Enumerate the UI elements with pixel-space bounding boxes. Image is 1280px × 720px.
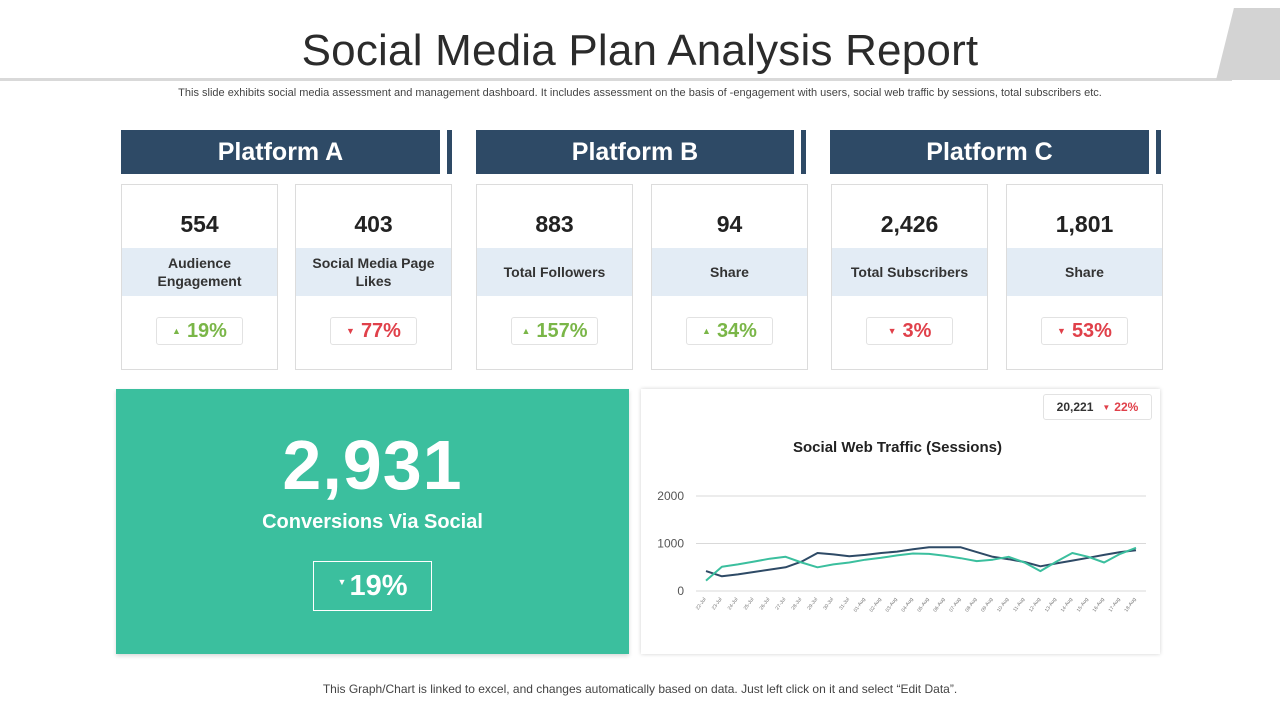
arrow-up-icon: ▲ (702, 326, 711, 336)
platform-a-header-tick (447, 130, 452, 174)
traffic-change-value: 22% (1114, 400, 1139, 414)
x-tick-label: 04-Aug (901, 597, 915, 614)
arrow-down-icon: ▼ (887, 326, 897, 336)
platform-c-header: Platform C (830, 130, 1149, 174)
x-tick-label: 26-Jul (759, 597, 772, 612)
metric-change-value: 19% (186, 319, 227, 342)
title-rule (0, 78, 1232, 81)
footnote: This Graph/Chart is linked to excel, and… (322, 682, 958, 696)
metric-label: Audience Engagement (122, 248, 277, 296)
metric-label: Share (1007, 248, 1162, 296)
conversions-value: 2,931 (282, 426, 463, 504)
x-tick-label: 13-Aug (1044, 597, 1058, 614)
metric-card-total-followers: 883 Total Followers ▲ 157% (476, 184, 633, 370)
x-tick-label: 07-Aug (948, 597, 962, 614)
page-title: Social Media Plan Analysis Report (301, 26, 979, 75)
x-tick-label: 23-Jul (711, 597, 724, 612)
x-tick-label: 18-Aug (1123, 597, 1137, 614)
conversions-panel: 2,931 Conversions Via Social ▼ 19% (116, 389, 629, 654)
series-line-1 (705, 546, 1137, 578)
x-tick-label: 11-Aug (1012, 597, 1026, 614)
x-tick-label: 08-Aug (964, 597, 978, 614)
page-subtitle: This slide exhibits social media assessm… (178, 87, 1102, 99)
x-tick-label: 22-Jul (695, 597, 708, 612)
x-tick-label: 05-Aug (916, 597, 930, 614)
metric-change-badge: ▼ 53% (1041, 317, 1128, 345)
traffic-total-value: 20,221 (1056, 400, 1094, 414)
metric-value: 403 (354, 211, 393, 237)
x-tick-label: 02-Aug (869, 597, 883, 614)
x-tick-label: 16-Aug (1092, 597, 1106, 614)
traffic-badge: 20,221 ▼ 22% (1043, 394, 1152, 420)
platform-a-header: Platform A (121, 130, 440, 174)
y-tick-label: 0 (677, 584, 684, 598)
metric-change-value: 34% (716, 319, 757, 342)
metric-change-value: 77% (360, 319, 401, 342)
x-tick-label: 06-Aug (932, 597, 946, 614)
traffic-chart-panel[interactable]: 20,221 ▼ 22% Social Web Traffic (Session… (641, 389, 1160, 654)
metric-card-total-subscribers: 2,426 Total Subscribers ▼ 3% (831, 184, 988, 370)
arrow-up-icon: ▲ (521, 326, 531, 336)
metric-value: 883 (535, 211, 574, 237)
x-tick-label: 03-Aug (885, 597, 899, 614)
metric-value: 2,426 (880, 211, 939, 237)
arrow-down-icon: ▼ (1102, 402, 1111, 412)
conversions-label: Conversions Via Social (262, 511, 483, 533)
x-tick-label: 09-Aug (980, 597, 994, 614)
metric-change-badge: ▲ 19% (156, 317, 243, 345)
x-tick-label: 31-Jul (838, 597, 851, 612)
platform-b-header: Platform B (476, 130, 794, 174)
chart-title: Social Web Traffic (Sessions) (793, 439, 1002, 456)
x-tick-label: 14-Aug (1060, 597, 1074, 614)
metric-change-badge: ▲ 34% (686, 317, 773, 345)
metric-change-value: 3% (902, 319, 932, 342)
metric-card-audience-engagement: 554 Audience Engagement ▲ 19% (121, 184, 278, 370)
x-tick-label: 27-Jul (775, 597, 788, 612)
y-tick-label: 2000 (657, 489, 684, 503)
y-tick-label: 1000 (657, 537, 684, 551)
metric-card-share-b: 94 Share ▲ 34% (651, 184, 808, 370)
metric-card-share-c: 1,801 Share ▼ 53% (1006, 184, 1163, 370)
metric-label: Total Subscribers (832, 248, 987, 296)
metric-value: 1,801 (1055, 211, 1114, 237)
x-tick-label: 12-Aug (1028, 597, 1042, 614)
arrow-up-icon: ▲ (172, 326, 181, 336)
x-tick-label: 30-Jul (822, 597, 835, 612)
arrow-down-icon: ▼ (346, 326, 355, 336)
conversions-change-value: 19% (349, 569, 408, 602)
conversions-change-badge: ▼ 19% (313, 561, 432, 611)
x-tick-label: 24-Jul (727, 597, 740, 612)
metric-change-badge: ▼ 3% (866, 317, 953, 345)
x-tick-label: 28-Jul (790, 597, 803, 612)
metric-label: Total Followers (477, 248, 632, 296)
metric-change-value: 157% (536, 319, 588, 342)
arrow-down-icon: ▼ (1057, 326, 1066, 336)
metric-change-value: 53% (1071, 319, 1112, 342)
metric-label: Social Media Page Likes (296, 248, 451, 296)
x-tick-label: 10-Aug (996, 597, 1010, 614)
metric-card-page-likes: 403 Social Media Page Likes ▼ 77% (295, 184, 452, 370)
metric-change-badge: ▲ 157% (511, 317, 598, 345)
x-tick-label: 15-Aug (1076, 597, 1090, 614)
x-tick-label: 25-Jul (743, 597, 756, 612)
platform-c-header-tick (1156, 130, 1161, 174)
platform-b-header-tick (801, 130, 806, 174)
metric-label: Share (652, 248, 807, 296)
x-tick-label: 01-Aug (853, 597, 867, 614)
arrow-down-icon: ▼ (337, 577, 347, 587)
x-tick-label: 29-Jul (806, 597, 819, 612)
metric-change-badge: ▼ 77% (330, 317, 417, 345)
series-line-2 (705, 546, 1137, 582)
x-tick-label: 17-Aug (1108, 597, 1122, 614)
metric-value: 94 (716, 211, 743, 237)
metric-value: 554 (180, 211, 219, 237)
